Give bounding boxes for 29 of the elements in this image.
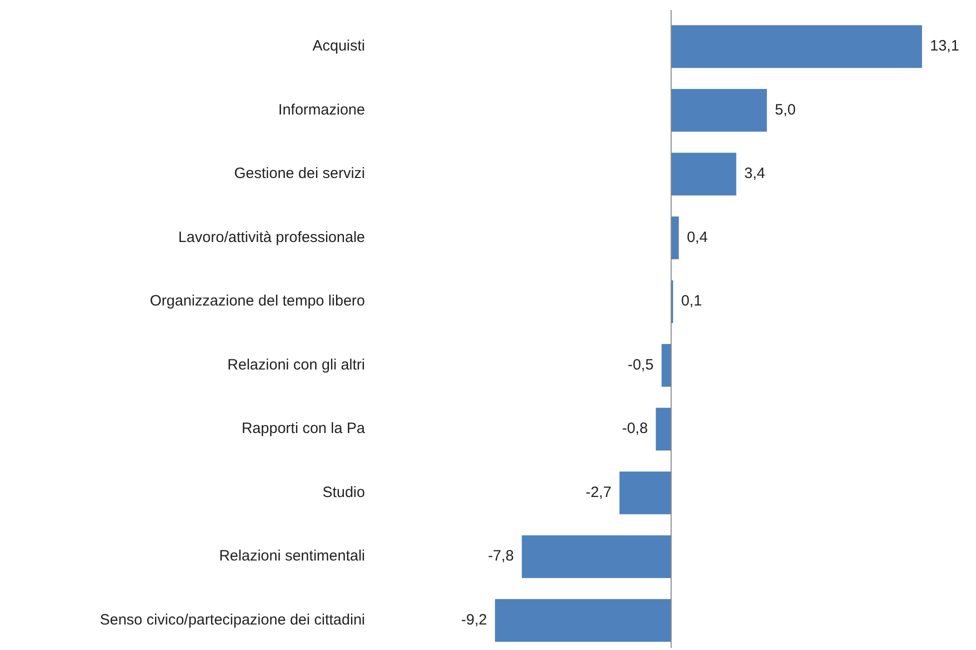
y-tick-label: Relazioni con gli altri bbox=[227, 356, 365, 374]
bar bbox=[671, 152, 736, 196]
y-tick-label: Relazioni sentimentali bbox=[219, 548, 365, 565]
bar bbox=[662, 344, 672, 387]
data-label: -7,8 bbox=[488, 548, 514, 565]
y-tick-label: Gestione dei servizi bbox=[234, 165, 365, 182]
data-label: 5,0 bbox=[774, 101, 796, 118]
y-tick-label: Organizzazione del tempo libero bbox=[150, 292, 365, 310]
data-label: -0,8 bbox=[622, 420, 648, 438]
bar bbox=[671, 25, 922, 68]
bar bbox=[495, 599, 672, 642]
data-label: 13,1 bbox=[930, 38, 960, 55]
bar bbox=[656, 408, 672, 451]
bar bbox=[671, 88, 767, 132]
y-tick-label: Studio bbox=[322, 484, 365, 501]
data-label: 3,4 bbox=[744, 165, 766, 182]
data-label: -9,2 bbox=[461, 611, 487, 628]
y-tick-label: Senso civico/partecipazione dei cittadini bbox=[100, 611, 365, 628]
bar bbox=[522, 535, 672, 578]
data-label: -0,5 bbox=[628, 356, 654, 374]
bar bbox=[619, 472, 672, 514]
data-label: -2,7 bbox=[586, 484, 612, 501]
y-tick-label: Lavoro/attività professionale bbox=[178, 228, 365, 246]
y-tick-label: Informazione bbox=[278, 101, 365, 118]
data-label: 0,4 bbox=[686, 228, 708, 246]
bar bbox=[671, 216, 679, 260]
data-label: 0,1 bbox=[681, 292, 702, 310]
y-tick-label: Acquisti bbox=[312, 38, 365, 55]
y-tick-label: Rapporti con la Pa bbox=[242, 420, 366, 438]
